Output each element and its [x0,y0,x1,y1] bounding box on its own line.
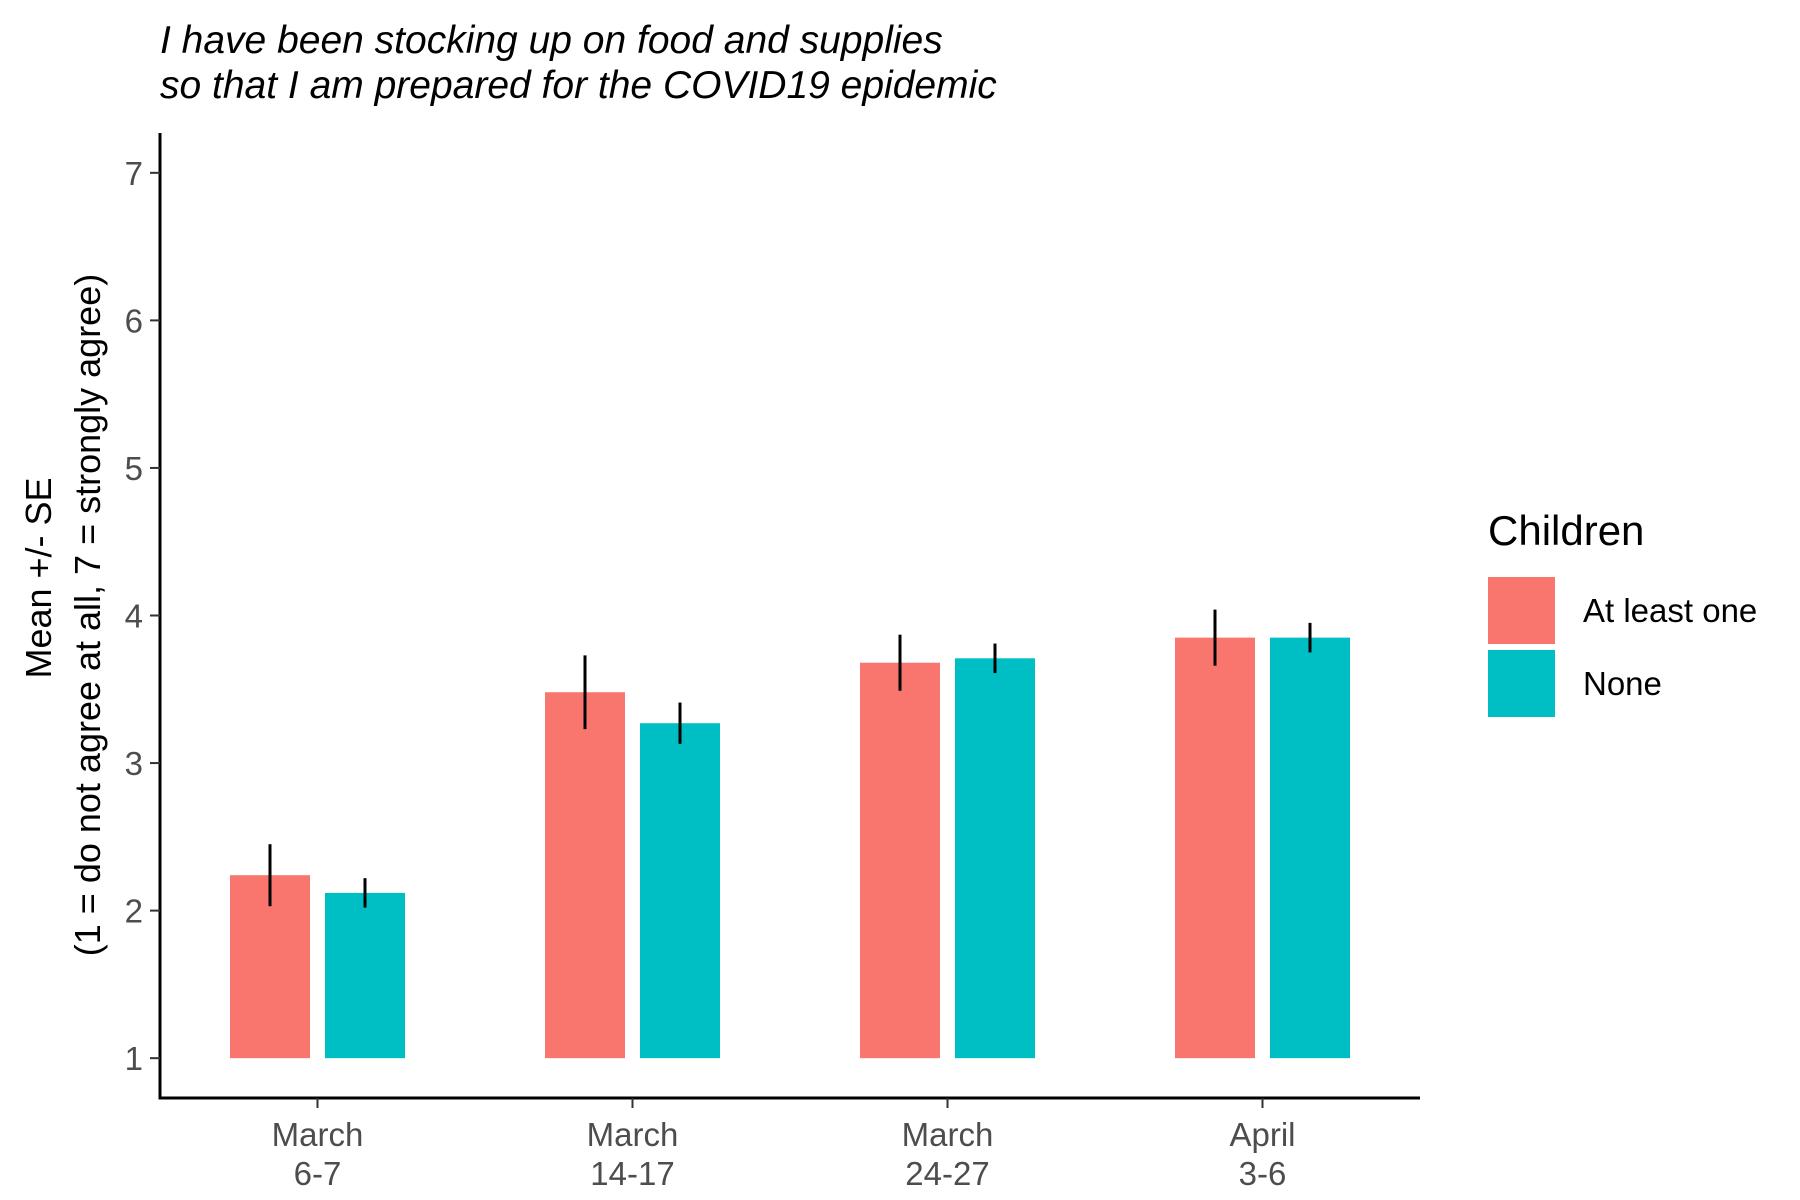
legend-label-at-least-one: At least one [1583,592,1757,629]
x-tick-label-3-line-2: 3-6 [1239,1155,1287,1192]
error-bars [268,609,1312,908]
x-tick-label-2-line-1: March [902,1116,994,1153]
chart-title-line-1: I have been stocking up on food and supp… [160,19,943,62]
y-axis-label-line-2: (1 = do not agree at all, 7 = strongly a… [67,274,108,956]
bar-at-least-one-2 [860,662,940,1059]
y-tick-label-5: 5 [125,450,143,487]
x-tick-label-2-line-2: 24-27 [905,1155,989,1192]
bar-at-least-one-3 [1175,637,1255,1059]
y-tick-label-6: 6 [125,302,143,339]
bar-at-least-one-1 [545,692,625,1059]
legend-title: Children [1488,507,1644,554]
chart-title: I have been stocking up on food and supp… [160,19,997,107]
y-tick-label-4: 4 [125,598,143,635]
x-tick-label-1-line-2: 14-17 [590,1155,674,1192]
y-tick-label-3: 3 [125,745,143,782]
legend-label-none: None [1583,665,1662,702]
y-axis-ticks: 1 2 3 4 5 6 7 [125,155,160,1077]
y-tick-label-2: 2 [125,893,143,930]
x-tick-label-3-line-1: April [1229,1116,1295,1153]
bar-none-2 [955,658,1035,1059]
legend: Children At least one None [1488,507,1757,717]
y-axis-label: Mean +/- SE (1 = do not agree at all, 7 … [18,274,108,956]
legend-swatch-none [1488,650,1555,717]
bar-none-0 [325,892,405,1059]
legend-swatch-at-least-one [1488,577,1555,644]
bars [230,637,1350,1059]
y-tick-label-1: 1 [125,1040,143,1077]
x-tick-label-0-line-2: 6-7 [294,1155,342,1192]
y-tick-label-7: 7 [125,155,143,192]
chart-title-line-2: so that I am prepared for the COVID19 ep… [160,64,997,107]
x-tick-label-0-line-1: March [272,1116,364,1153]
x-tick-label-1-line-1: March [587,1116,679,1153]
y-axis-label-line-1: Mean +/- SE [18,477,59,678]
bar-none-3 [1270,637,1350,1059]
bar-none-1 [640,723,720,1059]
